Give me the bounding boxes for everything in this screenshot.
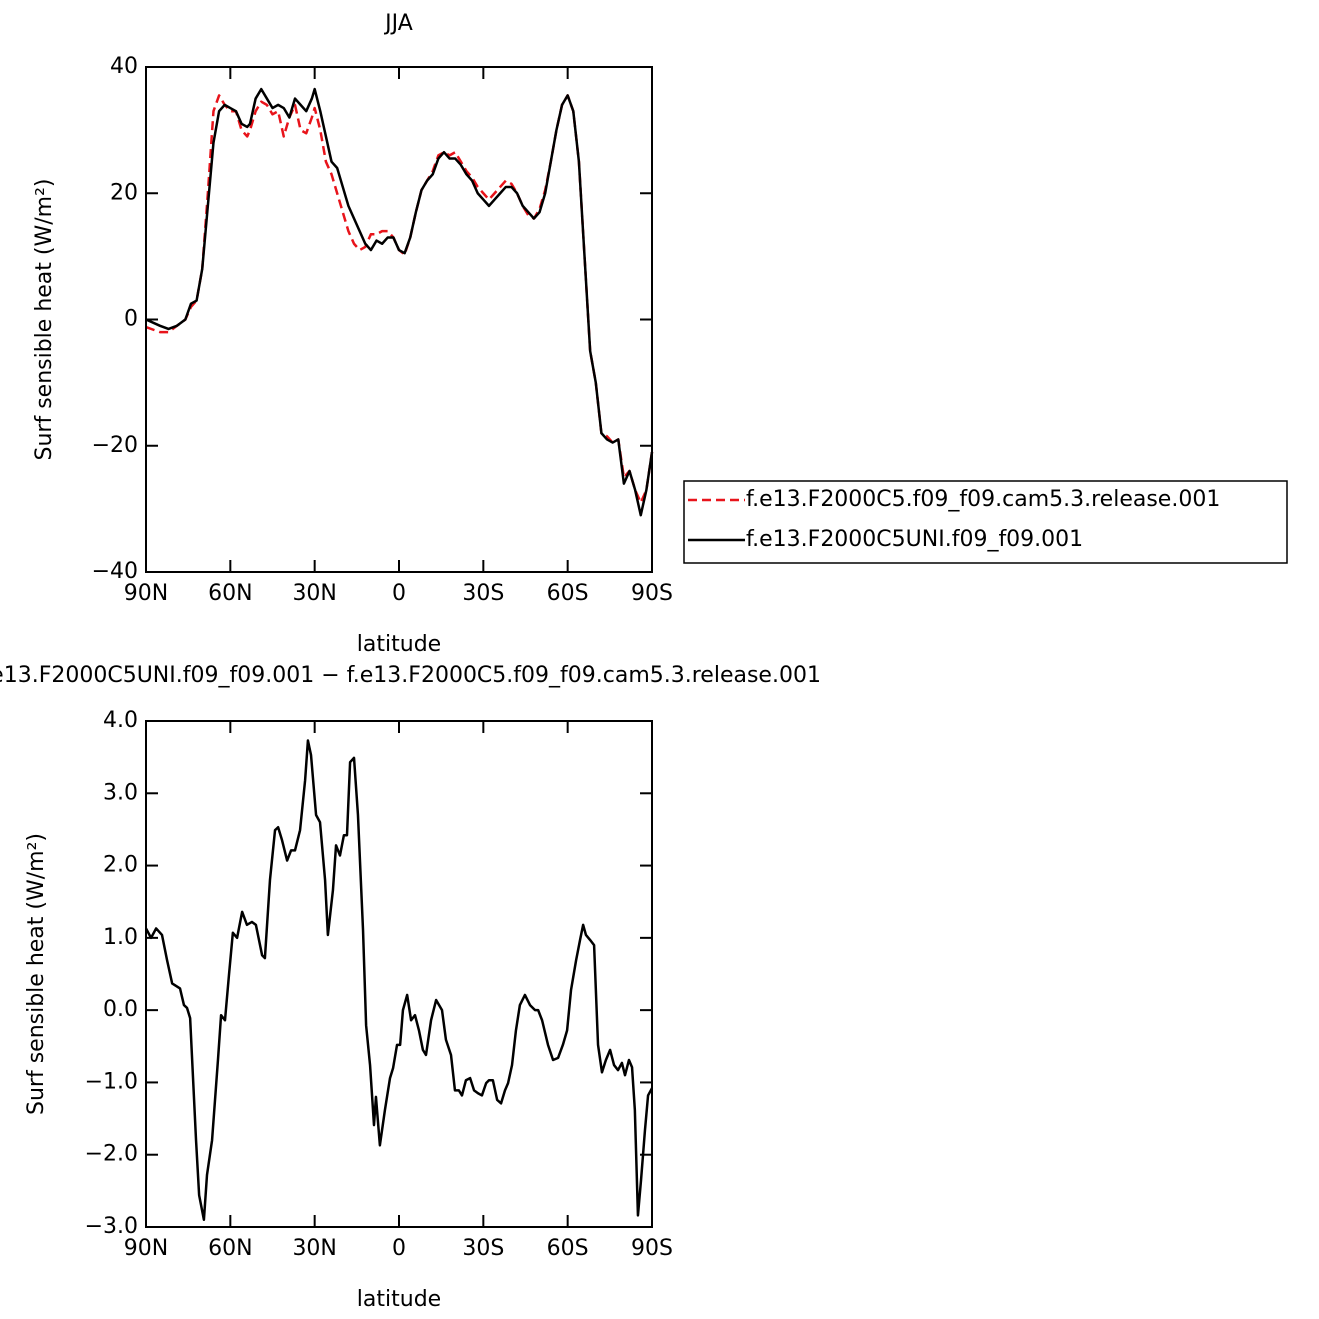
x-tick-label: 0 bbox=[392, 1236, 406, 1261]
x-tick-label: 90S bbox=[631, 581, 673, 606]
y-axis-label: Surf sensible heat (W/m²) bbox=[32, 179, 57, 461]
y-tick-label: 4.0 bbox=[103, 708, 138, 733]
legend-label: f.e13.F2000C5UNI.f09_f09.001 bbox=[746, 527, 1083, 552]
y-tick-label: −1.0 bbox=[85, 1069, 138, 1094]
y-tick-label: −40 bbox=[92, 559, 138, 584]
x-tick-label: 60N bbox=[208, 581, 252, 606]
data-line bbox=[145, 94, 654, 504]
x-tick-label: 30N bbox=[292, 581, 336, 606]
y-tick-label: 1.0 bbox=[103, 925, 138, 950]
x-tick-label: 30S bbox=[462, 1236, 504, 1261]
x-axis-label: latitude bbox=[357, 632, 441, 657]
data-line bbox=[145, 87, 654, 517]
y-tick-label: 20 bbox=[110, 180, 138, 205]
x-tick-label: 60N bbox=[208, 1236, 252, 1261]
x-tick-label: 30S bbox=[462, 581, 504, 606]
legend-box bbox=[683, 480, 1288, 564]
legend: f.e13.F2000C5.f09_f09.cam5.3.release.001… bbox=[683, 480, 1288, 564]
plot-frame bbox=[145, 66, 653, 573]
x-tick-label: 90S bbox=[631, 1236, 673, 1261]
x-tick-label: 60S bbox=[547, 581, 589, 606]
y-tick-label: 3.0 bbox=[103, 780, 138, 805]
x-tick-label: 60S bbox=[547, 1236, 589, 1261]
data-line bbox=[144, 739, 654, 1222]
y-tick-label: 40 bbox=[110, 54, 138, 79]
chart-title: JJA bbox=[383, 11, 413, 36]
chart-title: f.e13.F2000C5UNI.f09_f09.001 − f.e13.F20… bbox=[0, 663, 821, 688]
plot-frame bbox=[145, 720, 653, 1228]
x-axis-label: latitude bbox=[357, 1287, 441, 1312]
x-tick-label: 0 bbox=[392, 581, 406, 606]
y-tick-label: −2.0 bbox=[85, 1142, 138, 1167]
y-tick-label: −3.0 bbox=[85, 1214, 138, 1239]
legend-label: f.e13.F2000C5.f09_f09.cam5.3.release.001 bbox=[746, 487, 1220, 512]
y-axis-label: Surf sensible heat (W/m²) bbox=[24, 833, 49, 1115]
x-tick-label: 90N bbox=[124, 581, 168, 606]
y-tick-label: 0.0 bbox=[103, 997, 138, 1022]
x-tick-label: 30N bbox=[292, 1236, 336, 1261]
y-tick-label: −20 bbox=[92, 433, 138, 458]
y-tick-label: 2.0 bbox=[103, 853, 138, 878]
x-tick-label: 90N bbox=[124, 1236, 168, 1261]
y-tick-label: 0 bbox=[124, 307, 138, 332]
